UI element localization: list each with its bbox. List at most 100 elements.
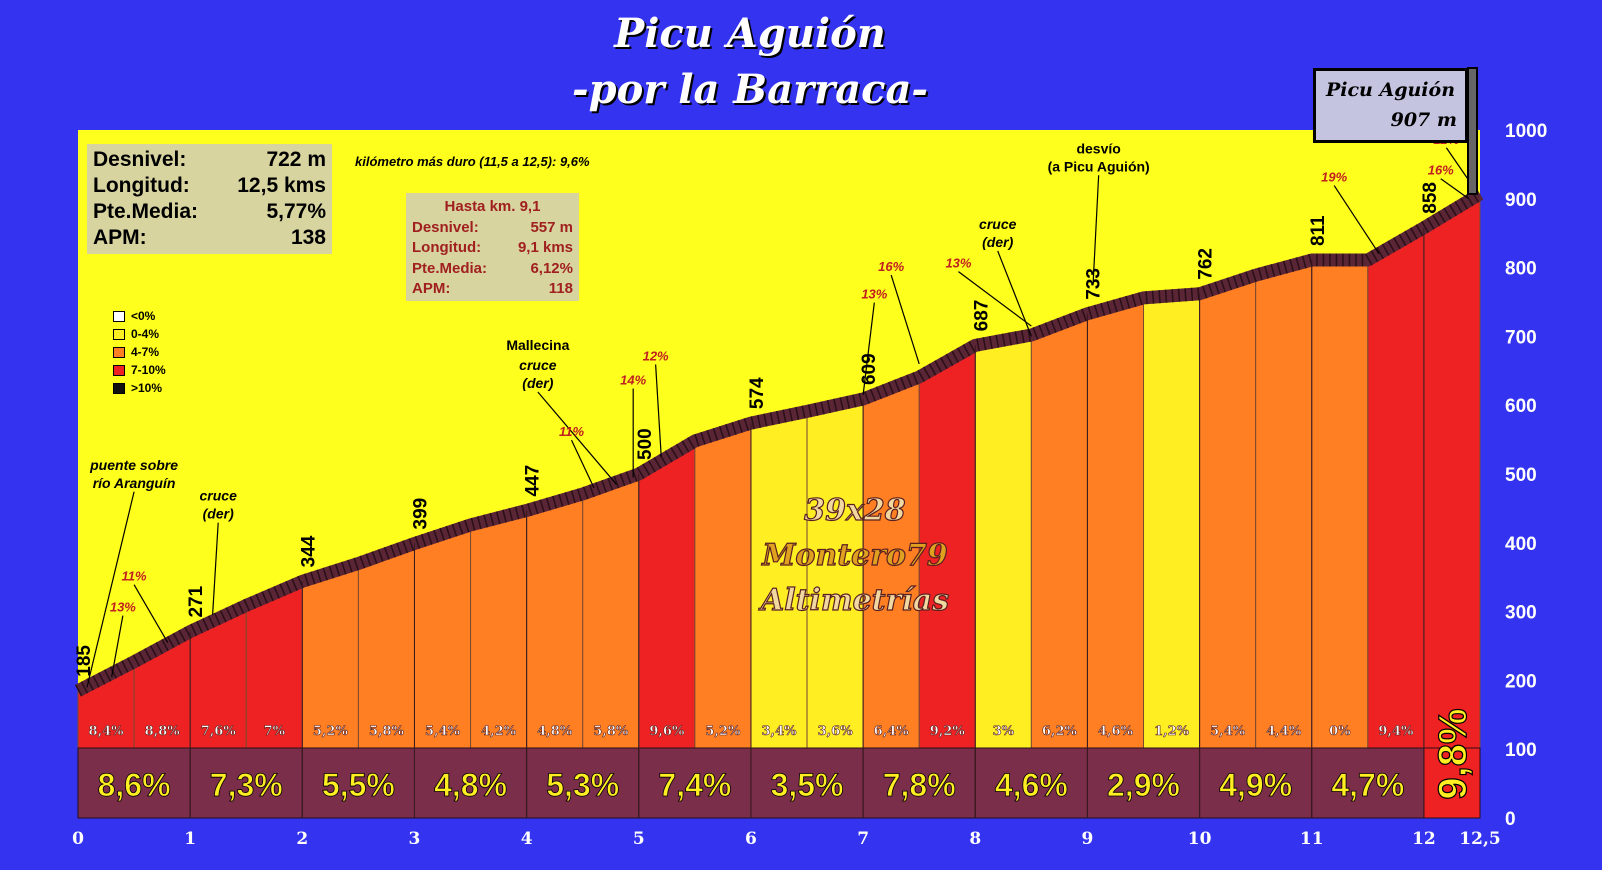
annotation-text: cruce	[200, 488, 238, 504]
segment-grade-label: 5,2%	[705, 724, 741, 739]
annotation-text: Mallecina	[506, 337, 569, 353]
altitude-label: 762	[1196, 248, 1217, 280]
annotation-text: cruce	[519, 357, 557, 373]
altitude-label: 344	[298, 535, 319, 567]
y-tick-label: 1000	[1505, 121, 1547, 142]
km-band	[974, 747, 1088, 819]
annotation-text: (der)	[203, 506, 234, 522]
legend-item: 7-10%	[113, 361, 166, 379]
annotation-text: (a Picu Aguión)	[1048, 158, 1150, 174]
segment-grade-label: 8,8%	[145, 724, 181, 739]
legend-label: 4-7%	[131, 345, 160, 359]
km-grade-label: 9,8%	[1431, 708, 1475, 799]
partial-label: Desnivel:	[412, 218, 479, 236]
km-band	[413, 747, 528, 819]
altitude-label: 574	[747, 377, 768, 409]
annotation-leader	[1440, 178, 1470, 200]
x-tick-label: 2	[296, 829, 308, 849]
annotation-text: 11%	[122, 569, 147, 584]
legend-label: 7-10%	[131, 363, 166, 377]
km-band	[301, 747, 415, 819]
summit-name: Picu Aguión	[1325, 79, 1456, 101]
segment-grade-label: 3,4%	[762, 724, 798, 739]
y-tick-label: 900	[1505, 190, 1537, 211]
gradient-segment	[1030, 312, 1088, 819]
segment-grade-label: 9,4%	[1378, 724, 1414, 739]
y-tick-label: 0	[1505, 809, 1516, 830]
y-tick-label: 700	[1505, 327, 1537, 348]
partial-row-longitud: Longitud: 9,1 kms	[412, 238, 573, 259]
y-tick-label: 400	[1505, 534, 1537, 555]
segment-grade-label: 7,6%	[201, 724, 237, 739]
altitude-label: 733	[1083, 268, 1104, 300]
partial-label: Longitud:	[412, 239, 482, 256]
annotation-leader	[133, 584, 169, 643]
annotation-text: 13%	[861, 287, 887, 302]
annotation-text: 13%	[945, 256, 971, 271]
km-grade-label: 4,8%	[434, 767, 507, 803]
x-tick-label: 12,5	[1459, 829, 1500, 849]
summary-value: 138	[290, 226, 326, 249]
km-grade-label: 8,6%	[98, 767, 171, 803]
altitude-label: 399	[410, 498, 431, 530]
x-tick-label: 6	[745, 829, 757, 849]
annotation-text: (der)	[982, 234, 1013, 250]
legend-swatch	[113, 364, 125, 376]
segment-grade-label: 3,6%	[818, 724, 854, 739]
segment-grade-label: 9,6%	[649, 724, 685, 739]
partial-row-pte-media: Pte.Media: 6,12%	[412, 259, 573, 280]
km-grade-label: 4,9%	[1219, 767, 1292, 803]
annotation-leader	[890, 274, 920, 365]
segment-grade-label: 5,8%	[369, 724, 405, 739]
summit-box: Picu Aguión 907 m	[1313, 68, 1468, 143]
km-grade-label: 7,8%	[883, 767, 956, 803]
annotation-text: 14%	[620, 373, 646, 388]
km-band	[526, 747, 640, 819]
segment-grade-label: 6,2%	[1042, 724, 1078, 739]
legend-swatch	[113, 346, 125, 358]
summary-label: Longitud:	[93, 174, 190, 197]
segment-grade-label: 0%	[1329, 724, 1351, 739]
altitude-label: 185	[74, 645, 95, 677]
legend-swatch	[113, 310, 125, 322]
summary-row-pte-media: Pte.Media: 5,77%	[93, 199, 326, 225]
annotation-text: puente sobre	[89, 457, 178, 473]
legend-swatch	[113, 382, 125, 394]
y-tick-label: 300	[1505, 603, 1537, 624]
annotation-text: 12%	[643, 348, 669, 363]
gradient-segment	[974, 334, 1032, 819]
summary-box: Desnivel: 722 m Longitud: 12,5 kms Pte.Med…	[87, 144, 332, 254]
partial-row-desnivel: Desnivel: 557 m	[412, 218, 573, 239]
road-profile-line	[75, 188, 1484, 697]
segment-grade-label: 4,4%	[1266, 724, 1302, 739]
km-grade-label: 7,4%	[658, 767, 731, 803]
km-band	[638, 747, 752, 819]
x-tick-label: 3	[409, 829, 421, 849]
summary-label: APM:	[93, 226, 147, 249]
km-band	[750, 747, 864, 819]
segment-grade-label: 5,8%	[593, 724, 629, 739]
gradient-segment	[1143, 293, 1201, 819]
x-tick-label: 4	[521, 829, 533, 849]
annotation-leader	[862, 302, 875, 395]
altitude-label: 500	[635, 428, 656, 460]
summary-row-longitud: Longitud: 12,5 kms	[93, 173, 326, 199]
y-tick-label: 200	[1505, 671, 1537, 692]
altitude-label: 609	[859, 353, 880, 385]
partial-value: 118	[548, 280, 573, 297]
km-band	[1423, 747, 1481, 819]
altitude-label: 858	[1420, 182, 1441, 214]
partial-row-apm: APM: 118	[412, 279, 573, 300]
km-band	[77, 747, 191, 819]
y-tick-label: 600	[1505, 396, 1537, 417]
watermark-text: Montero79	[761, 538, 948, 573]
annotation-text: 16%	[878, 259, 904, 274]
annotation-leader	[655, 364, 662, 457]
km-grade-label: 4,6%	[995, 767, 1068, 803]
summary-value: 722 m	[266, 148, 326, 171]
segment-grade-label: 6,4%	[874, 724, 910, 739]
segment-grade-label: 4,8%	[537, 724, 573, 739]
segment-grade-label: 3%	[993, 724, 1015, 739]
annotation-text: 16%	[1428, 163, 1454, 178]
segment-grade-label: 7%	[264, 724, 286, 739]
